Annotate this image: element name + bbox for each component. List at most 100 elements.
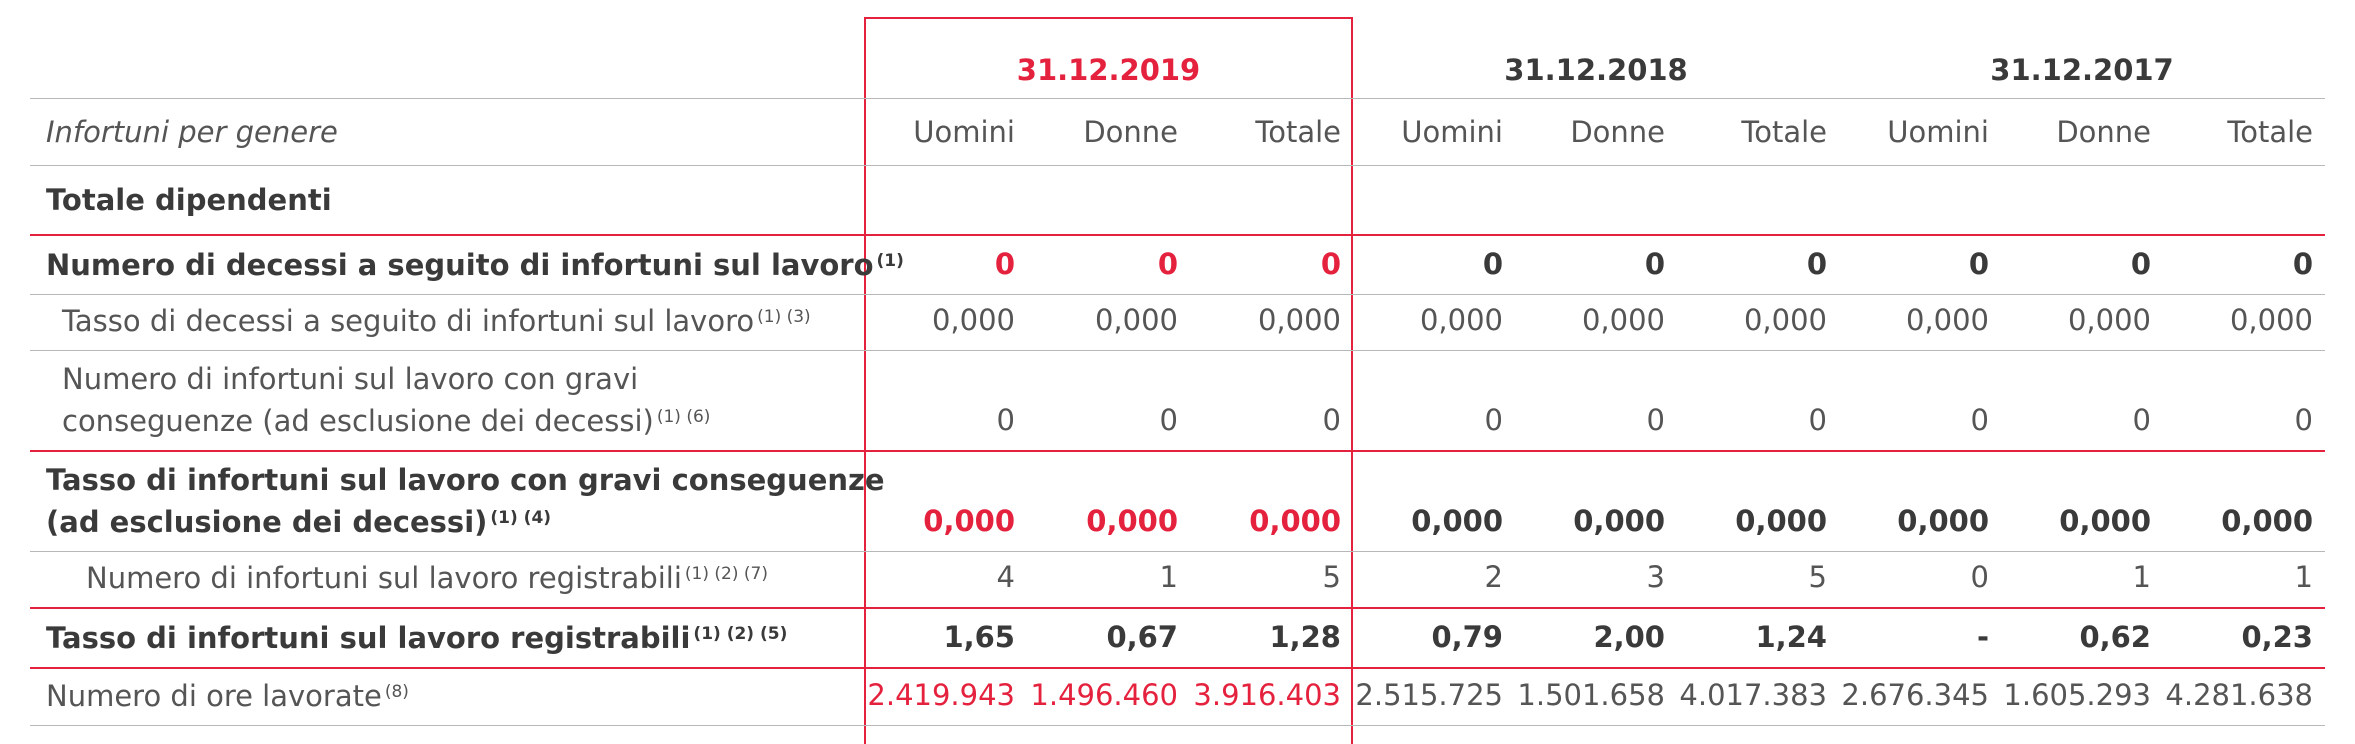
row-label-line: conseguenze (ad esclusione dei decessi)(… xyxy=(62,404,711,438)
cell: 0,000 xyxy=(931,303,1015,337)
column-header: Donne xyxy=(2056,115,2151,149)
row-separator xyxy=(30,350,2325,351)
footnote-ref: (1) (2) (7) xyxy=(684,564,768,584)
footnote-ref: (8) xyxy=(384,682,409,702)
row-label-line: Numero di infortuni sul lavoro con gravi xyxy=(62,362,639,396)
cell: 0 xyxy=(2292,247,2313,281)
row-label: Numero di infortuni sul lavoro registrab… xyxy=(86,551,768,607)
cell: 0,000 xyxy=(1411,504,1503,538)
cell: 0 xyxy=(1322,403,1341,437)
footnote-ref: (1) (6) xyxy=(656,407,711,427)
cell: 1,65 xyxy=(943,620,1015,654)
cell: 0,000 xyxy=(1086,504,1178,538)
footnote-ref: (1) (4) xyxy=(490,508,552,528)
cell: 0 xyxy=(2130,247,2151,281)
cell: 0 xyxy=(2132,403,2151,437)
row-separator xyxy=(30,234,2325,236)
row-label-line: (ad esclusione dei decessi) (1) (4) xyxy=(46,505,552,539)
row-label: Tasso di infortuni sul lavoro registrabi… xyxy=(46,607,787,667)
cell: 2,00 xyxy=(1593,620,1665,654)
cell: 0,62 xyxy=(2079,620,2151,654)
cell: 0 xyxy=(1159,403,1178,437)
row-label-line: Numero di ore lavorate (8) xyxy=(46,679,409,713)
row-separator xyxy=(30,98,2325,99)
cell: 1.501.658 xyxy=(1517,678,1665,712)
cell: 0,000 xyxy=(1257,303,1341,337)
cell: 0 xyxy=(1968,247,1989,281)
cell: 4 xyxy=(996,560,1015,594)
column-header: Donne xyxy=(1570,115,1665,149)
row-label: Tasso di infortuni sul lavoro con gravi … xyxy=(46,450,885,551)
cell: 2.676.345 xyxy=(1841,678,1989,712)
row-separator xyxy=(30,165,2325,166)
year-header: 31.12.2019 xyxy=(1016,53,1201,87)
footnote-ref: (1) (3) xyxy=(757,307,811,327)
cell: 1,28 xyxy=(1269,620,1341,654)
row-label-line: Numero di infortuni sul lavoro registrab… xyxy=(86,561,768,595)
cell: 4.281.638 xyxy=(2165,678,2313,712)
cell: 0 xyxy=(1970,403,1989,437)
cell: 0 xyxy=(2294,403,2313,437)
row-label: Numero di decessi a seguito di infortuni… xyxy=(46,234,904,294)
cell: 0 xyxy=(1320,247,1341,281)
highlight-box xyxy=(864,17,1353,744)
cell: 0,000 xyxy=(2067,303,2151,337)
cell: 0,79 xyxy=(1431,620,1503,654)
cell: 0 xyxy=(1484,403,1503,437)
cell: 0,000 xyxy=(1419,303,1503,337)
cell: 0 xyxy=(996,403,1015,437)
year-header: 31.12.2017 xyxy=(1990,53,2174,87)
cell: 5 xyxy=(1808,560,1827,594)
cell: 3.916.403 xyxy=(1193,678,1341,712)
column-header: Uomini xyxy=(1401,115,1503,149)
cell: - xyxy=(1976,620,1989,654)
cell: 1.496.460 xyxy=(1030,678,1178,712)
cell: 0 xyxy=(1644,247,1665,281)
cell: 1,24 xyxy=(1755,620,1827,654)
year-header: 31.12.2018 xyxy=(1504,53,1688,87)
cell: 1 xyxy=(2132,560,2151,594)
cell: 0 xyxy=(1482,247,1503,281)
cell: 0,000 xyxy=(2229,303,2313,337)
cell: 0,000 xyxy=(1094,303,1178,337)
row-label: Numero di ore lavorate (8) xyxy=(46,667,409,725)
row-separator xyxy=(30,667,2325,669)
cell: 0,000 xyxy=(1905,303,1989,337)
row-label: Numero di infortuni sul lavoro con gravi… xyxy=(62,350,710,450)
cell: 5 xyxy=(1322,560,1341,594)
cell: 0 xyxy=(994,247,1015,281)
cell: 0 xyxy=(1808,403,1827,437)
column-header: Uomini xyxy=(913,115,1015,149)
cell: 0,000 xyxy=(1735,504,1827,538)
cell: 0,000 xyxy=(2221,504,2313,538)
column-header: Uomini xyxy=(1887,115,1989,149)
row-separator xyxy=(30,551,2325,552)
column-header: Totale xyxy=(1741,115,1827,149)
row-label-line: Numero di decessi a seguito di infortuni… xyxy=(46,248,904,282)
cell: 1 xyxy=(1159,560,1178,594)
row-label-line: Tasso di infortuni sul lavoro con gravi … xyxy=(46,463,885,497)
cell: 0,000 xyxy=(1573,504,1665,538)
cell: 1 xyxy=(2294,560,2313,594)
cell: 1.605.293 xyxy=(2003,678,2151,712)
row-label-line: Tasso di infortuni sul lavoro registrabi… xyxy=(46,621,788,655)
row-label-line: Tasso di decessi a seguito di infortuni … xyxy=(62,304,811,338)
row-separator xyxy=(30,450,2325,452)
cell: 2 xyxy=(1484,560,1503,594)
row-separator xyxy=(30,294,2325,295)
cell: 0 xyxy=(1646,403,1665,437)
row-label: Tasso di decessi a seguito di infortuni … xyxy=(62,294,811,350)
cell: 0,000 xyxy=(2059,504,2151,538)
cell: 2.515.725 xyxy=(1355,678,1503,712)
row-separator xyxy=(30,725,2325,726)
cell: 0,000 xyxy=(1743,303,1827,337)
column-header: Donne xyxy=(1083,115,1178,149)
cell: 4.017.383 xyxy=(1679,678,1827,712)
row-header-label: Infortuni per genere xyxy=(46,115,338,149)
footnote-ref: (1) xyxy=(876,251,904,271)
footnote-ref: (1) (2) (5) xyxy=(693,624,788,644)
cell: 0 xyxy=(1157,247,1178,281)
cell: 2.419.943 xyxy=(867,678,1015,712)
cell: 0,23 xyxy=(2241,620,2313,654)
